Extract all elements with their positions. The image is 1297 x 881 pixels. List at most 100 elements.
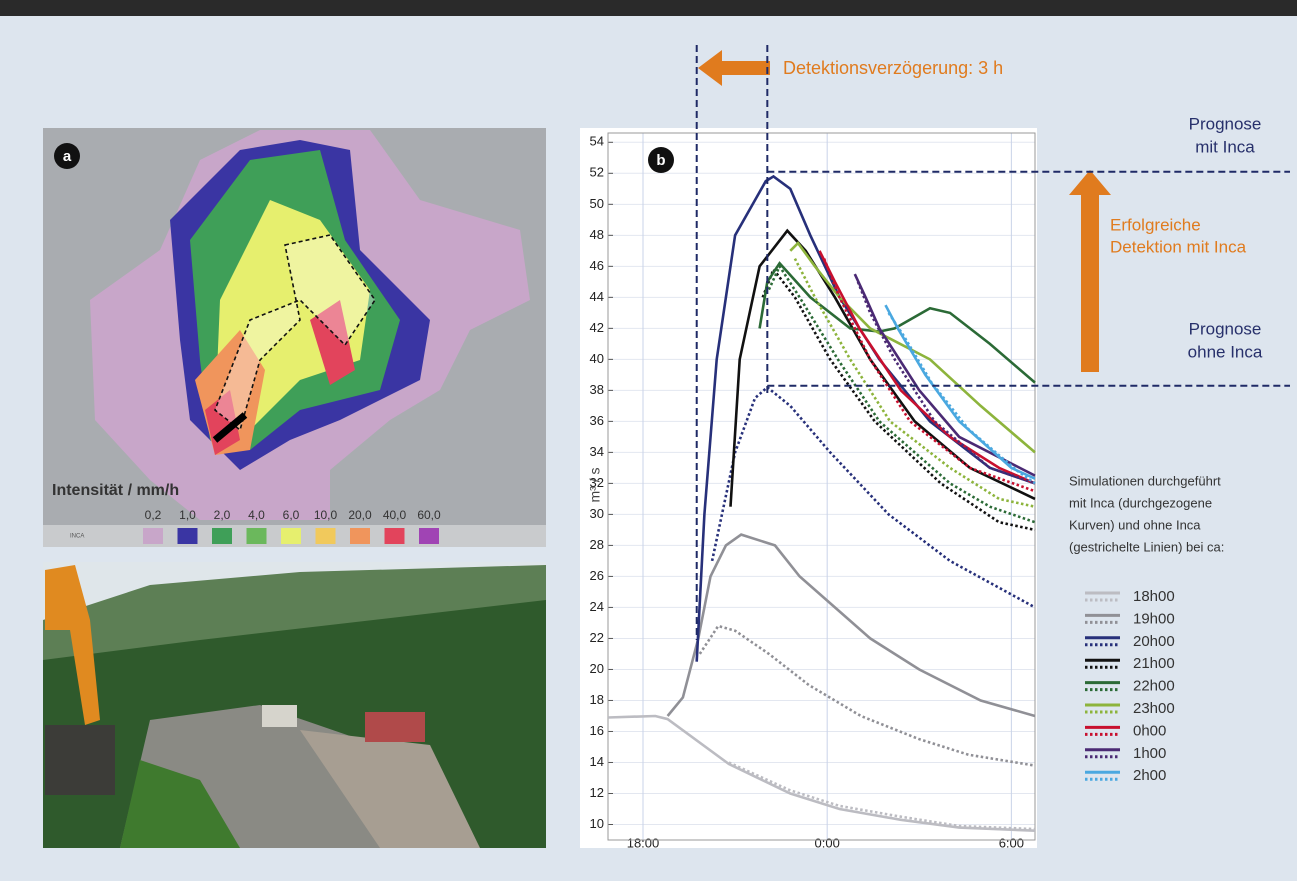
legend-swatch <box>212 528 232 544</box>
excavator-bucket <box>45 725 115 795</box>
legend-label: 18h00 <box>1133 588 1175 605</box>
x-tick-label: 0:00 <box>815 835 840 850</box>
line-mit-inca <box>884 304 1036 480</box>
line-mit-inca <box>818 250 1036 485</box>
y-tick-label: 52 <box>590 165 604 180</box>
legend-label: 60,0 <box>417 508 441 522</box>
legend-label: 10,0 <box>314 508 338 522</box>
y-tick-label: 14 <box>590 754 604 769</box>
panel-badge <box>648 147 674 173</box>
y-tick-label: 10 <box>590 816 604 831</box>
y-tick-label: 50 <box>590 196 604 211</box>
y-tick-label: 12 <box>590 785 604 800</box>
legend-label: 6,0 <box>283 508 300 522</box>
success-annotation: Detektion mit Inca <box>1110 237 1247 256</box>
y-tick-label: 24 <box>590 599 604 614</box>
legend: Simulationen durchgeführt mit Inca (durch… <box>1069 473 1224 784</box>
delay-annotation: Detektionsverzögerung: 3 h <box>783 58 1003 78</box>
legend-swatch <box>315 528 336 544</box>
legend-title: Kurven) und ohne Inca <box>1069 517 1201 532</box>
legend-label: 22h00 <box>1133 678 1175 695</box>
legend-swatch <box>143 528 163 544</box>
panel-label: b <box>656 152 665 169</box>
with-inca-annotation: Prognose <box>1189 114 1262 133</box>
river <box>300 730 480 848</box>
plot-frame <box>607 132 1036 841</box>
top-bar <box>0 0 1297 16</box>
without-inca-annotation: Prognose <box>1189 319 1262 338</box>
line-mit-inca <box>607 714 1036 832</box>
x-tick-label: 6:00 <box>999 835 1024 850</box>
line-ohne-inca <box>822 258 1036 493</box>
legend-title: (gestrichelte Linien) bei ca: <box>1069 539 1224 554</box>
delay-arrow <box>698 50 770 86</box>
y-tick-label: 36 <box>590 413 604 428</box>
line-mit-inca <box>853 273 1036 477</box>
legend-title: Intensität / mm/h <box>52 482 179 499</box>
legend-swatch <box>177 528 198 544</box>
y-tick-label: 22 <box>590 630 604 645</box>
legend-label: 40,0 <box>383 508 407 522</box>
y-tick-label: 40 <box>590 351 604 366</box>
y-tick-label: 48 <box>590 227 604 242</box>
y-axis-label: m³ / s <box>587 468 603 503</box>
line-mit-inca <box>758 261 1036 384</box>
y-tick-label: 38 <box>590 382 604 397</box>
legend-label: 21h00 <box>1133 655 1175 672</box>
line-mit-inca <box>789 241 1036 454</box>
chart: 10 12 14 16 18 20 22 24 26 28 30 32 34 36 38 40 42 44 46 48… <box>590 132 1036 850</box>
success-annotation: Erfolgreiche <box>1110 215 1201 234</box>
legend-swatch <box>419 528 439 544</box>
legend-label: 20,0 <box>348 508 372 522</box>
y-tick-label: 16 <box>590 723 604 738</box>
line-ohne-inca <box>761 266 1036 532</box>
house <box>262 705 297 727</box>
y-tick-label: 54 <box>590 134 604 149</box>
with-inca-annotation: mit Inca <box>1195 137 1255 156</box>
legend-title: Simulationen durchgeführt <box>1069 473 1221 488</box>
photo <box>43 562 546 848</box>
legend-swatch <box>350 528 370 544</box>
legend-label: 4,0 <box>248 508 265 522</box>
legend-label: 0,2 <box>145 508 162 522</box>
panel-badge <box>54 143 80 169</box>
legend-swatch <box>281 528 301 544</box>
legend-label: 19h00 <box>1133 610 1175 627</box>
legend-label: 1h00 <box>1133 745 1166 762</box>
x-tick-label: 18:00 <box>627 835 660 850</box>
legend-label: 2h00 <box>1133 767 1166 784</box>
legend-title: mit Inca (durchgezogene <box>1069 495 1212 510</box>
legend-label: 1,0 <box>179 508 196 522</box>
y-tick-label: 44 <box>590 289 604 304</box>
chart-panel <box>580 128 1037 848</box>
map-panel: a Intensität / mm/h INCA 0,2 1,0 2,0 4,0 6,0… <box>43 128 546 547</box>
legend-swatch <box>384 528 405 544</box>
line-mit-inca <box>695 174 1036 662</box>
line-ohne-inca <box>698 624 1036 767</box>
legend-label: 20h00 <box>1133 633 1175 650</box>
y-tick-label: 30 <box>590 506 604 521</box>
y-tick-label: 26 <box>590 568 604 583</box>
contour <box>214 234 376 432</box>
panel-label: a <box>63 148 72 165</box>
y-tick-label: 18 <box>590 692 604 707</box>
source: INCA <box>70 534 84 540</box>
detection-arrow <box>1069 170 1111 372</box>
legend-label: 0h00 <box>1133 722 1166 739</box>
y-tick-label: 20 <box>590 661 604 676</box>
map-legend: 0,2 1,0 2,0 4,0 6,0 10,0 20,0 40,0 60,0 <box>143 508 441 544</box>
line-ohne-inca <box>728 761 1036 831</box>
line-ohne-inca <box>767 263 1036 524</box>
legend-label: 2,0 <box>214 508 231 522</box>
y-tick-label: 32 <box>590 475 604 490</box>
without-inca-annotation: ohne Inca <box>1188 342 1263 361</box>
line-ohne-inca <box>887 312 1036 485</box>
y-tick-label: 42 <box>590 320 604 335</box>
legend-swatch <box>246 528 267 544</box>
y-tick-label: 34 <box>590 444 604 459</box>
grass <box>120 760 240 848</box>
y-tick-label: 46 <box>590 258 604 273</box>
excavator <box>45 565 100 725</box>
line-ohne-inca <box>710 385 1036 609</box>
